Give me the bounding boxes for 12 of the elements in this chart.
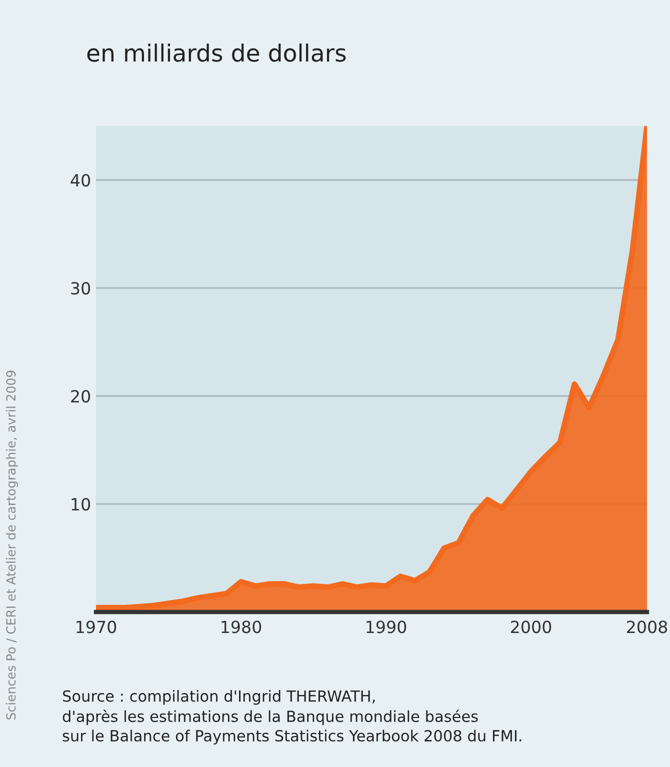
y-tick-label: 20 [71,390,90,403]
y-tick-label: 30 [71,282,90,295]
x-tick-label: 2000 [511,620,552,634]
x-tick-label: 1980 [222,620,262,634]
source-note: Source : compilation d'Ingrid THERWATH, d'après les estimations de la Banque mondiale basées sur le Balance of Payments Statistics Yearbook 2008 du FMI. [62,690,522,744]
x-tick-label: 1990 [366,620,406,634]
y-tick-label: 40 [70,174,90,187]
chart-title: en milliards de dollars [87,44,346,62]
x-tick-label: 1970 [76,620,116,634]
y-tick-label: 10 [72,498,90,511]
x-tick-label: 2008 [627,620,668,634]
text: Sciences Po / CERI et Atelier de cartographie, avril 2009 [6,370,18,720]
